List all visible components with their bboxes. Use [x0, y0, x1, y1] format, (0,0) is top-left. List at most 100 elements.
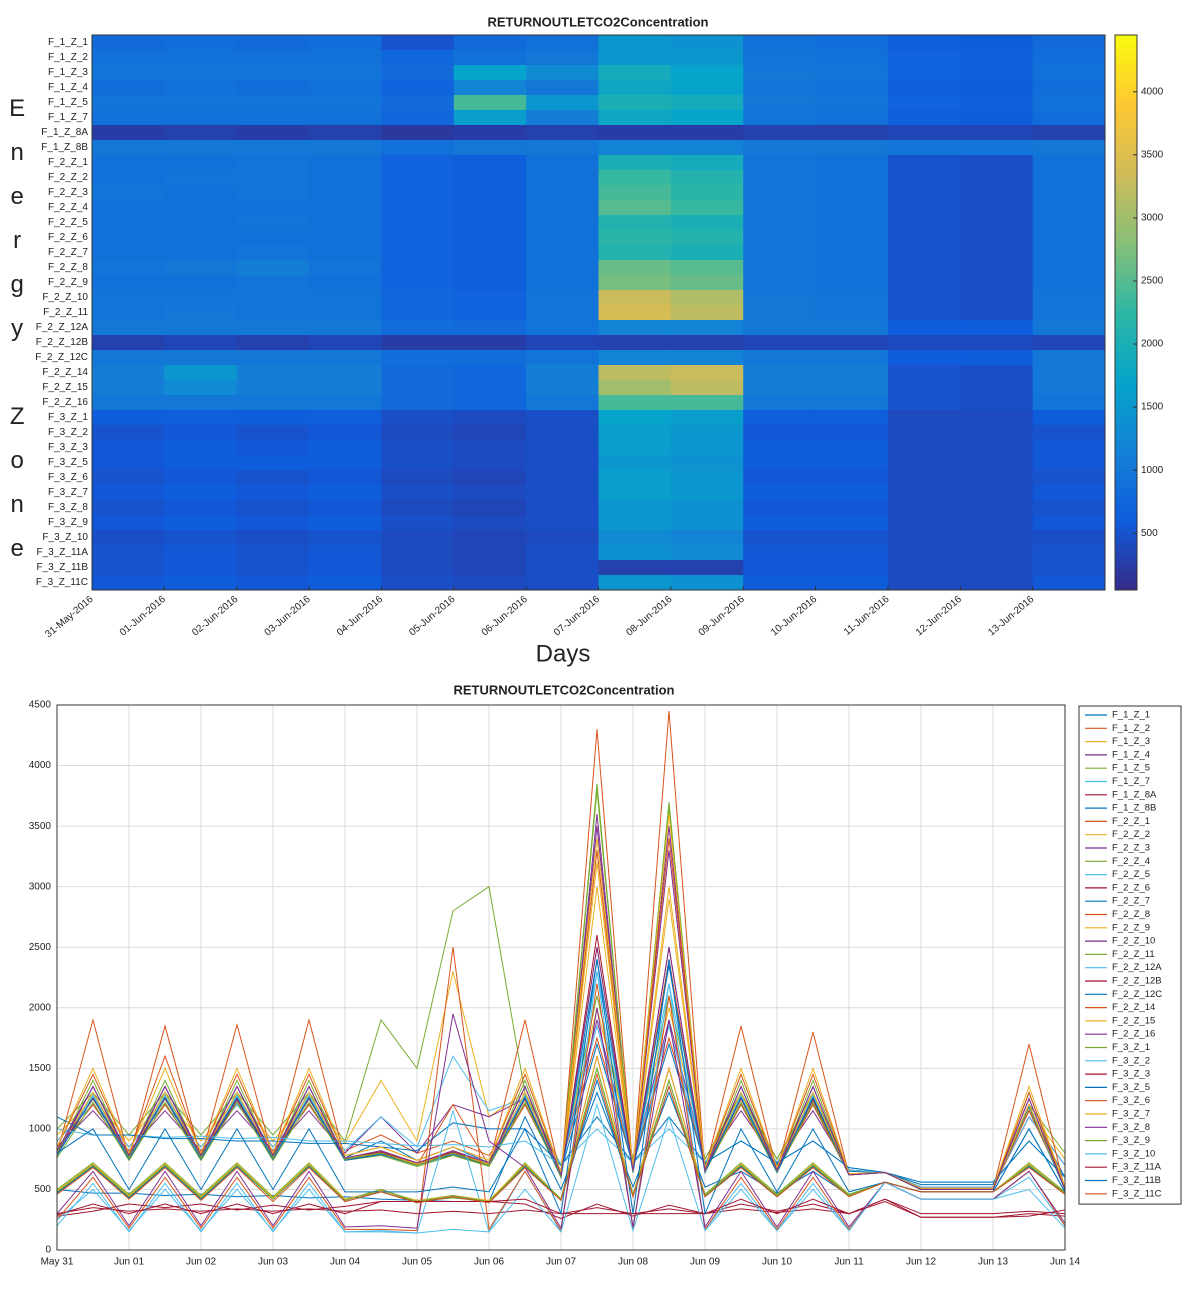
series-line: [56, 1115, 1066, 1183]
heat-cell: [670, 95, 744, 111]
heat-cell: [598, 140, 672, 156]
heat-cell: [164, 305, 238, 321]
heat-cell: [598, 485, 672, 501]
heat-cell: [1032, 440, 1106, 456]
heat-cell: [236, 170, 310, 186]
heat-cell: [887, 545, 961, 561]
row-label: F_2_Z_12A: [36, 322, 89, 333]
heat-cell: [670, 410, 744, 426]
heat-cell: [526, 530, 599, 546]
row-label: F_2_Z_12B: [36, 337, 89, 348]
row-label: F_3_Z_11A: [36, 547, 88, 558]
heat-cell: [453, 65, 527, 81]
heat-cell: [815, 95, 889, 111]
heat-cell: [887, 470, 961, 486]
heat-cell: [453, 215, 527, 231]
heat-cell: [1032, 200, 1106, 216]
heat-cell: [381, 290, 455, 306]
heat-cell: [743, 545, 817, 561]
heat-cell: [453, 425, 527, 441]
heat-cell: [670, 380, 744, 396]
heat-cell: [815, 455, 889, 471]
series-line: [56, 1072, 1066, 1204]
heat-cell: [743, 65, 817, 81]
heat-cell: [887, 365, 961, 381]
heat-cell: [526, 65, 599, 81]
heat-cell: [164, 65, 238, 81]
heat-cell: [381, 95, 455, 111]
heat-cell: [526, 155, 599, 171]
series-line: [56, 1198, 1066, 1220]
heat-cell: [453, 515, 527, 531]
heat-cell: [815, 365, 889, 381]
heat-cell: [236, 380, 310, 396]
heat-cell: [92, 185, 165, 201]
heat-cell: [815, 50, 889, 66]
heat-cell: [381, 35, 455, 51]
heat-cell: [743, 230, 817, 246]
heat-cell: [815, 395, 889, 411]
heat-cell: [236, 35, 310, 51]
heat-cell: [960, 335, 1034, 351]
heat-cell: [670, 350, 744, 366]
heat-cell: [1032, 560, 1106, 576]
heat-cell: [1032, 380, 1106, 396]
heat-cell: [960, 410, 1034, 426]
heat-cell: [164, 110, 238, 126]
legend-label: F_2_Z_7: [1112, 896, 1150, 907]
heat-cell: [960, 200, 1034, 216]
heat-cell: [815, 380, 889, 396]
heat-cell: [960, 500, 1034, 516]
heat-cell: [381, 350, 455, 366]
row-label: F_3_Z_11B: [36, 562, 88, 573]
heat-cell: [309, 485, 382, 501]
row-label: F_2_Z_7: [48, 247, 88, 258]
heat-cell: [743, 425, 817, 441]
heat-cell: [381, 185, 455, 201]
heat-cell: [598, 320, 672, 336]
heat-cell: [743, 440, 817, 456]
heat-cell: [236, 575, 310, 591]
heat-cell: [598, 350, 672, 366]
heat-cell: [92, 290, 165, 306]
heat-cell: [164, 455, 238, 471]
heat-cell: [1032, 395, 1106, 411]
heat-cell: [887, 500, 961, 516]
heat-cell: [960, 485, 1034, 501]
heat-cell: [309, 500, 382, 516]
row-label: F_1_Z_8A: [41, 127, 88, 138]
heat-cell: [598, 395, 672, 411]
heat-cell: [887, 140, 961, 156]
heat-cell: [887, 245, 961, 261]
heat-cell: [815, 275, 889, 291]
heat-cell: [1032, 245, 1106, 261]
heat-cell: [887, 155, 961, 171]
heat-cell: [309, 230, 382, 246]
heat-cell: [1032, 305, 1106, 321]
y-tick-label: 1500: [29, 1063, 52, 1074]
y-tick-label: 0: [45, 1245, 51, 1256]
heat-cell: [309, 335, 382, 351]
heat-cell: [887, 440, 961, 456]
heat-cell: [526, 380, 599, 396]
heat-cell: [670, 545, 744, 561]
heat-cell: [92, 125, 165, 141]
heat-cell: [92, 485, 165, 501]
x-tick-label: Jun 11: [834, 1257, 864, 1268]
heat-cell: [743, 395, 817, 411]
heat-cell: [960, 170, 1034, 186]
heat-cell: [1032, 95, 1106, 111]
heat-cell: [309, 455, 382, 471]
heat-cell: [92, 140, 165, 156]
heat-cell: [164, 365, 238, 381]
heat-cell: [92, 245, 165, 261]
heat-cell: [960, 155, 1034, 171]
heat-cell: [743, 245, 817, 261]
heat-cell: [887, 185, 961, 201]
heat-cell: [670, 455, 744, 471]
x-tick-label: 10-Jun-2016: [769, 594, 819, 639]
heat-cell: [453, 170, 527, 186]
heat-cell: [236, 200, 310, 216]
row-label: F_3_Z_6: [48, 472, 88, 483]
heat-cell: [381, 470, 455, 486]
